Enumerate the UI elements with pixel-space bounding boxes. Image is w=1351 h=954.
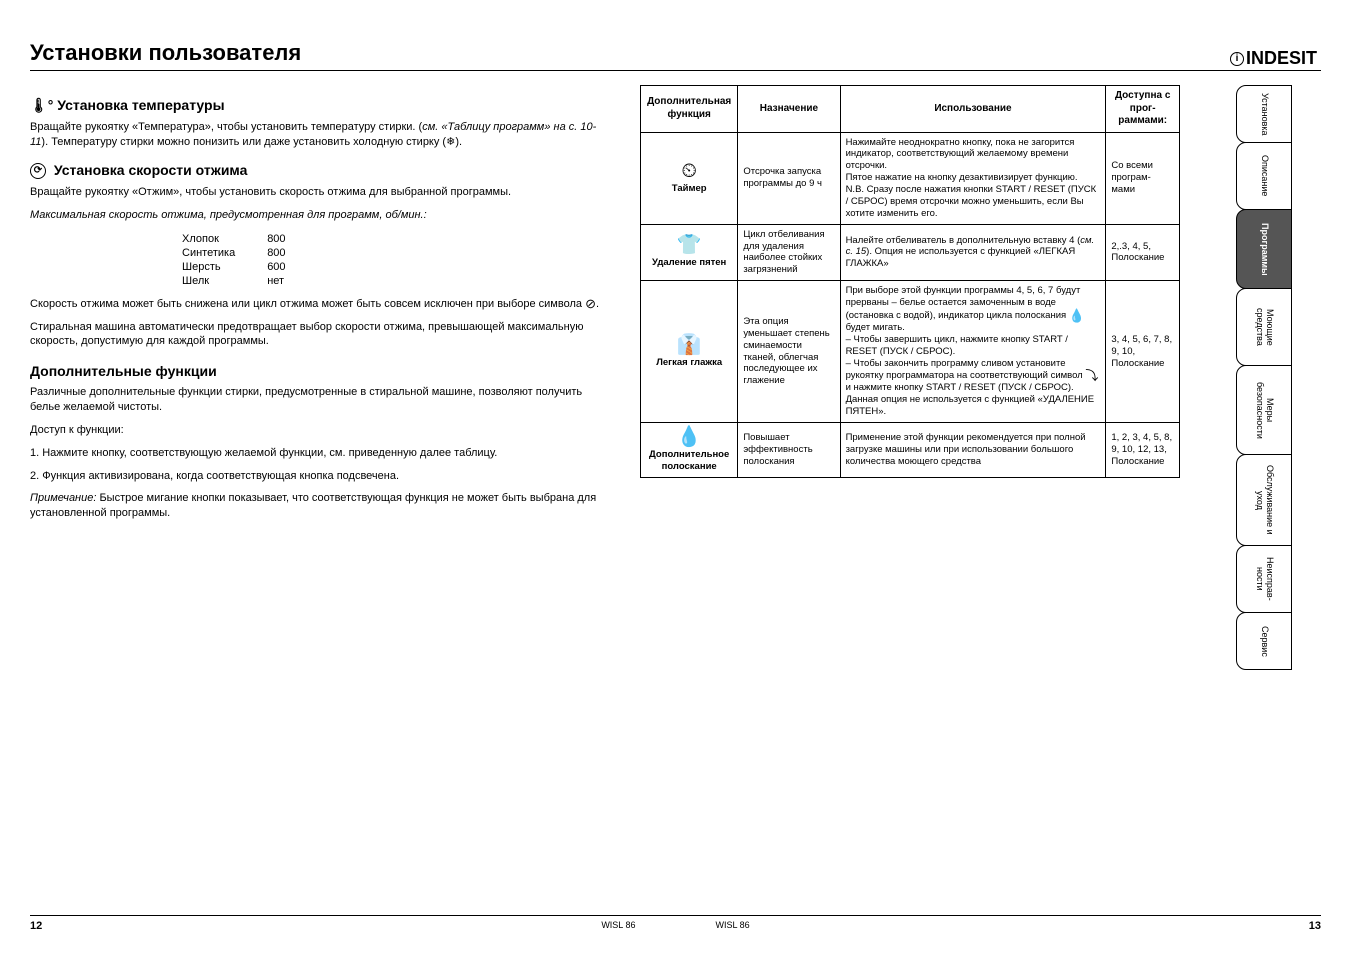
tab-programs[interactable]: Программы — [1236, 209, 1292, 289]
timer-icon: ⏲ — [646, 161, 732, 181]
table-row: Синтетика800 — [182, 247, 316, 259]
table-row: Хлопок800 — [182, 233, 316, 245]
table-row: Шерсть600 — [182, 261, 316, 273]
table-row: ⏲Таймер Отсрочка запуска программы до 9 … — [641, 132, 1180, 224]
model-right: WISL 86 — [716, 920, 750, 932]
heading-spin-text: Установка скорости отжима — [54, 162, 248, 178]
tab-troubleshoot[interactable]: Неисправ-ности — [1236, 545, 1292, 613]
func-li1: 1. Нажмите кнопку, соответствующую желае… — [30, 446, 610, 461]
page-number-left: 12 — [30, 920, 42, 932]
side-nav-tabs: Установка Описание Программы Моющие сред… — [1236, 85, 1292, 669]
rinse-icon: 💧 — [1069, 309, 1085, 322]
iron-icon: 👔 — [646, 335, 732, 355]
tab-safety[interactable]: Меры безопасности — [1236, 365, 1292, 455]
brand-text: INDESIT — [1246, 48, 1317, 68]
brand-dot-icon: i — [1230, 52, 1244, 66]
tab-description[interactable]: Описание — [1236, 142, 1292, 210]
page-number-right: 13 — [1309, 920, 1321, 932]
no-spin-icon: ⊘ — [585, 297, 596, 310]
table-row: Шелкнет — [182, 275, 316, 287]
th-func: Дополнительная функция — [641, 86, 738, 133]
spin-p4: Стиральная машина автоматически предотвр… — [30, 320, 610, 350]
table-row: 👕Удаление пятен Цикл отбеливания для уда… — [641, 224, 1180, 281]
heading-spin: ⟳ Установка скорости отжима — [30, 162, 610, 179]
right-column: Дополнительная функция Назначение Исполь… — [640, 85, 1280, 529]
th-usage: Использование — [840, 86, 1106, 133]
table-row: 💧Дополнительное полоскание Повышает эффе… — [641, 423, 1180, 478]
spin-icon: ⟳ — [30, 163, 46, 179]
stain-icon: 👕 — [646, 235, 732, 255]
page-title: Установки пользователя — [30, 40, 1321, 71]
extra-rinse-icon: 💧 — [646, 427, 732, 447]
tab-install[interactable]: Установка — [1236, 85, 1292, 143]
spin-p1: Вращайте рукоятку «Отжим», чтобы установ… — [30, 185, 610, 200]
spin-p2: Максимальная скорость отжима, предусмотр… — [30, 208, 610, 223]
thermometer-icon: 🌡° — [30, 97, 53, 113]
func-note: Примечание: Быстрое мигание кнопки показ… — [30, 491, 610, 521]
heading-temperature: 🌡° Установка температуры — [30, 97, 610, 114]
spin-speed-table: Хлопок800 Синтетика800 Шерсть600 Шелкнет — [180, 231, 318, 289]
th-programs: Доступна с прог-раммами: — [1106, 86, 1180, 133]
page-footer: 12 WISL 86 WISL 86 13 — [30, 915, 1321, 932]
spin-p3: Скорость отжима может быть снижена или ц… — [30, 297, 610, 312]
tab-maintenance[interactable]: Обслуживание и уход — [1236, 454, 1292, 546]
brand-logo: iINDESIT — [1230, 48, 1317, 69]
func-p2: Доступ к функции: — [30, 423, 610, 438]
tab-service[interactable]: Сервис — [1236, 612, 1292, 670]
func-li2: 2. Функция активизирована, когда соответ… — [30, 469, 610, 484]
model-left: WISL 86 — [601, 920, 635, 932]
func-p1: Различные дополнительные функции стирки,… — [30, 385, 610, 415]
th-purpose: Назначение — [738, 86, 840, 133]
snowflake-icon: ❄ — [446, 136, 455, 148]
heading-temperature-text: Установка температуры — [57, 97, 224, 113]
heading-functions: Дополнительные функции — [30, 363, 610, 379]
left-column: 🌡° Установка температуры Вращайте рукоят… — [30, 85, 610, 529]
temp-paragraph: Вращайте рукоятку «Температура», чтобы у… — [30, 120, 610, 150]
table-row: 👔Легкая глажка Эта опция уменьшает степе… — [641, 281, 1180, 423]
tab-detergents[interactable]: Моющие средства — [1236, 288, 1292, 366]
functions-table: Дополнительная функция Назначение Исполь… — [640, 85, 1180, 478]
drain-icon: ⤵ — [1085, 369, 1098, 382]
